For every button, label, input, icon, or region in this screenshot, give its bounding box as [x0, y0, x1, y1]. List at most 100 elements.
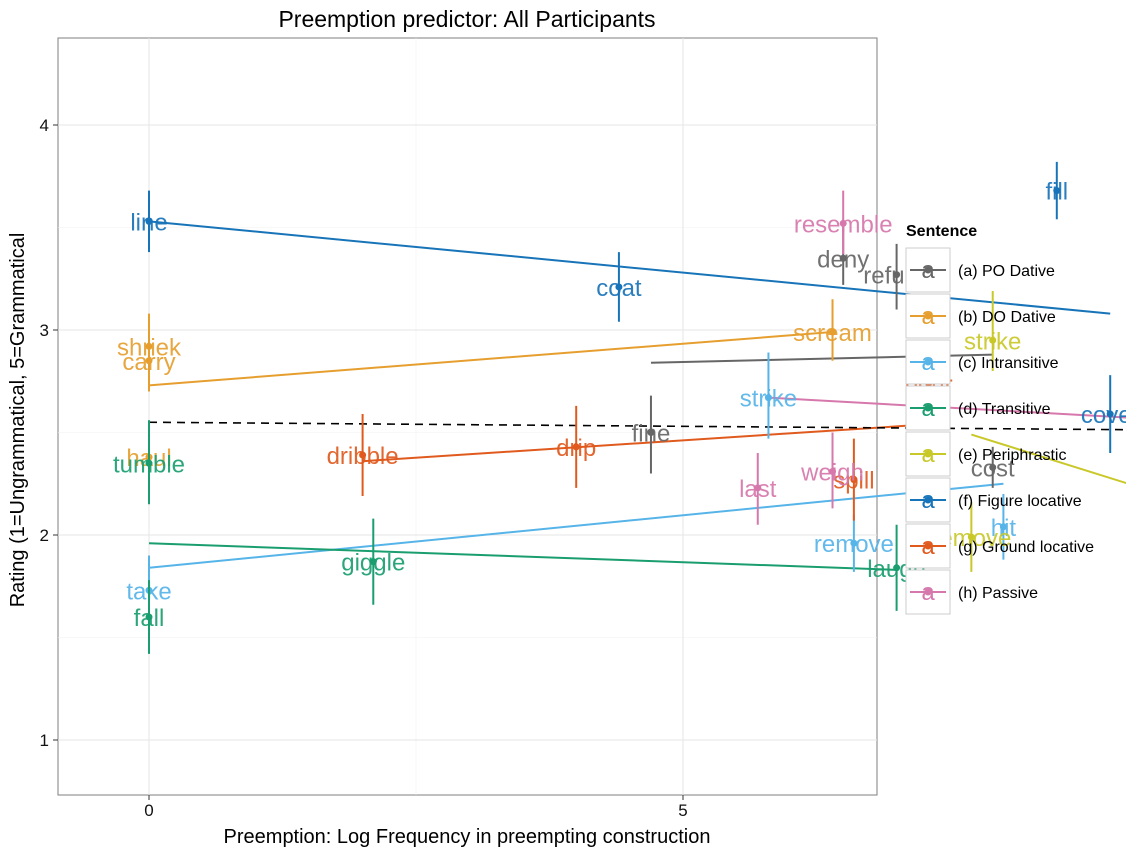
point-label: strike	[740, 386, 797, 413]
legend-item: a (b) DO Dative	[905, 293, 1056, 339]
y-axis-title: Rating (1=Ungrammatical, 5=Grammatical	[7, 233, 29, 608]
legend-label: (c) Intransitive	[958, 355, 1059, 372]
data-point	[989, 463, 997, 471]
trend-line-4	[148, 542, 897, 571]
trend-line-5	[971, 433, 1126, 485]
legend-key-glyph: a	[921, 441, 935, 468]
point-label: cover	[1081, 402, 1126, 429]
x-tick-label: 0	[144, 801, 153, 820]
legend-label: (f) Figure locative	[958, 493, 1082, 510]
legend-key-point	[924, 450, 932, 458]
y-tick-label: 3	[40, 321, 49, 340]
legend-label: (e) Periphrastic	[958, 447, 1066, 464]
data-point	[145, 217, 153, 225]
data-point	[839, 219, 847, 227]
plot-panel	[57, 37, 878, 796]
point-label: fill	[1045, 179, 1068, 206]
data-point	[359, 451, 367, 459]
trend-line-7	[362, 423, 929, 463]
grid-lines	[58, 38, 877, 795]
legend-label: (a) PO Dative	[958, 263, 1055, 280]
y-tick-label: 4	[40, 116, 49, 135]
data-point	[893, 271, 901, 279]
axes: 05101234	[40, 116, 688, 820]
data-point	[850, 476, 858, 484]
point-label: cost	[971, 455, 1015, 482]
point-label: strike	[964, 328, 1021, 355]
point-label: drip	[556, 435, 596, 462]
legend-key-point	[924, 312, 932, 320]
data-point	[989, 336, 997, 344]
data-point	[850, 539, 858, 547]
legend-key-point	[924, 496, 932, 504]
overall-trend-line	[148, 421, 1126, 431]
legend-item: a (e) Periphrastic	[905, 431, 1066, 477]
point-label: carry	[122, 349, 175, 376]
data-point	[1053, 187, 1061, 195]
legend-item: a (d) Transitive	[905, 385, 1051, 431]
legend-item: a (h) Passive	[905, 569, 1038, 615]
point-label: resemble	[794, 211, 893, 238]
data-point	[145, 613, 153, 621]
data-point	[893, 564, 901, 572]
legend-item: a (g) Ground locative	[905, 523, 1094, 569]
legend-key-point	[924, 404, 932, 412]
legend-title: Sentence	[906, 223, 977, 240]
legend-label: (b) DO Dative	[958, 309, 1056, 326]
point-label: dribble	[327, 443, 399, 470]
legend-key-point	[924, 358, 932, 366]
point-label: coat	[596, 275, 642, 302]
point-label: scream	[793, 320, 872, 347]
data-point	[829, 467, 837, 475]
plot-area: 05101234denyrefusefinecostshriekcarryscr…	[40, 37, 1126, 820]
x-axis-title: Preemption: Log Frequency in preempting …	[224, 826, 711, 848]
legend-key-glyph: a	[921, 579, 935, 606]
legend-item: a (c) Intransitive	[905, 339, 1059, 385]
legend-key-glyph: a	[921, 533, 935, 560]
data-point	[829, 328, 837, 336]
legend-key-glyph: a	[921, 303, 935, 330]
trend-line-2	[148, 331, 833, 387]
data-point	[999, 523, 1007, 531]
y-tick-label: 2	[40, 526, 49, 545]
legend-key-glyph: a	[921, 487, 935, 514]
legend-label: (h) Passive	[958, 585, 1038, 602]
data-point	[647, 429, 655, 436]
data-point	[145, 357, 153, 365]
data-point	[145, 459, 153, 467]
data-point	[764, 394, 772, 402]
point-label: last	[739, 476, 777, 503]
legend-key-point	[924, 266, 932, 274]
data-point	[369, 558, 377, 566]
legend-item: a (f) Figure locative	[905, 477, 1082, 523]
data-points: denyrefusefinecostshriekcarryscreamhauls…	[113, 161, 1126, 654]
point-label: remove	[814, 531, 894, 558]
point-label: fine	[632, 421, 671, 448]
legend-key-glyph: a	[921, 257, 935, 284]
point-label: fall	[134, 605, 165, 632]
point-label: spill	[833, 468, 874, 495]
legend-item: a (a) PO Dative	[905, 247, 1055, 293]
point-label: hit	[991, 515, 1017, 542]
trend-line-8	[768, 396, 1126, 419]
x-tick-label: 5	[678, 801, 687, 820]
point-label: giggle	[341, 550, 405, 577]
legend-label: (g) Ground locative	[958, 539, 1094, 556]
legend-key-point	[924, 542, 932, 550]
legend-label: (d) Transitive	[958, 401, 1051, 418]
data-point	[839, 254, 847, 262]
trend-line-3	[148, 482, 1004, 569]
data-point	[754, 484, 762, 492]
data-point	[1106, 410, 1114, 418]
point-label: tumble	[113, 451, 185, 478]
point-label: line	[130, 209, 167, 236]
point-label: weigh	[800, 459, 864, 486]
legend-key-glyph: a	[921, 349, 935, 376]
legend-key-glyph: a	[921, 395, 935, 422]
y-tick-label: 1	[40, 731, 49, 750]
data-point	[967, 533, 975, 541]
legend-key-point	[924, 588, 932, 596]
legend: Sentence a (a) PO Dative a (b) DO Dative a (c…	[905, 223, 1094, 615]
